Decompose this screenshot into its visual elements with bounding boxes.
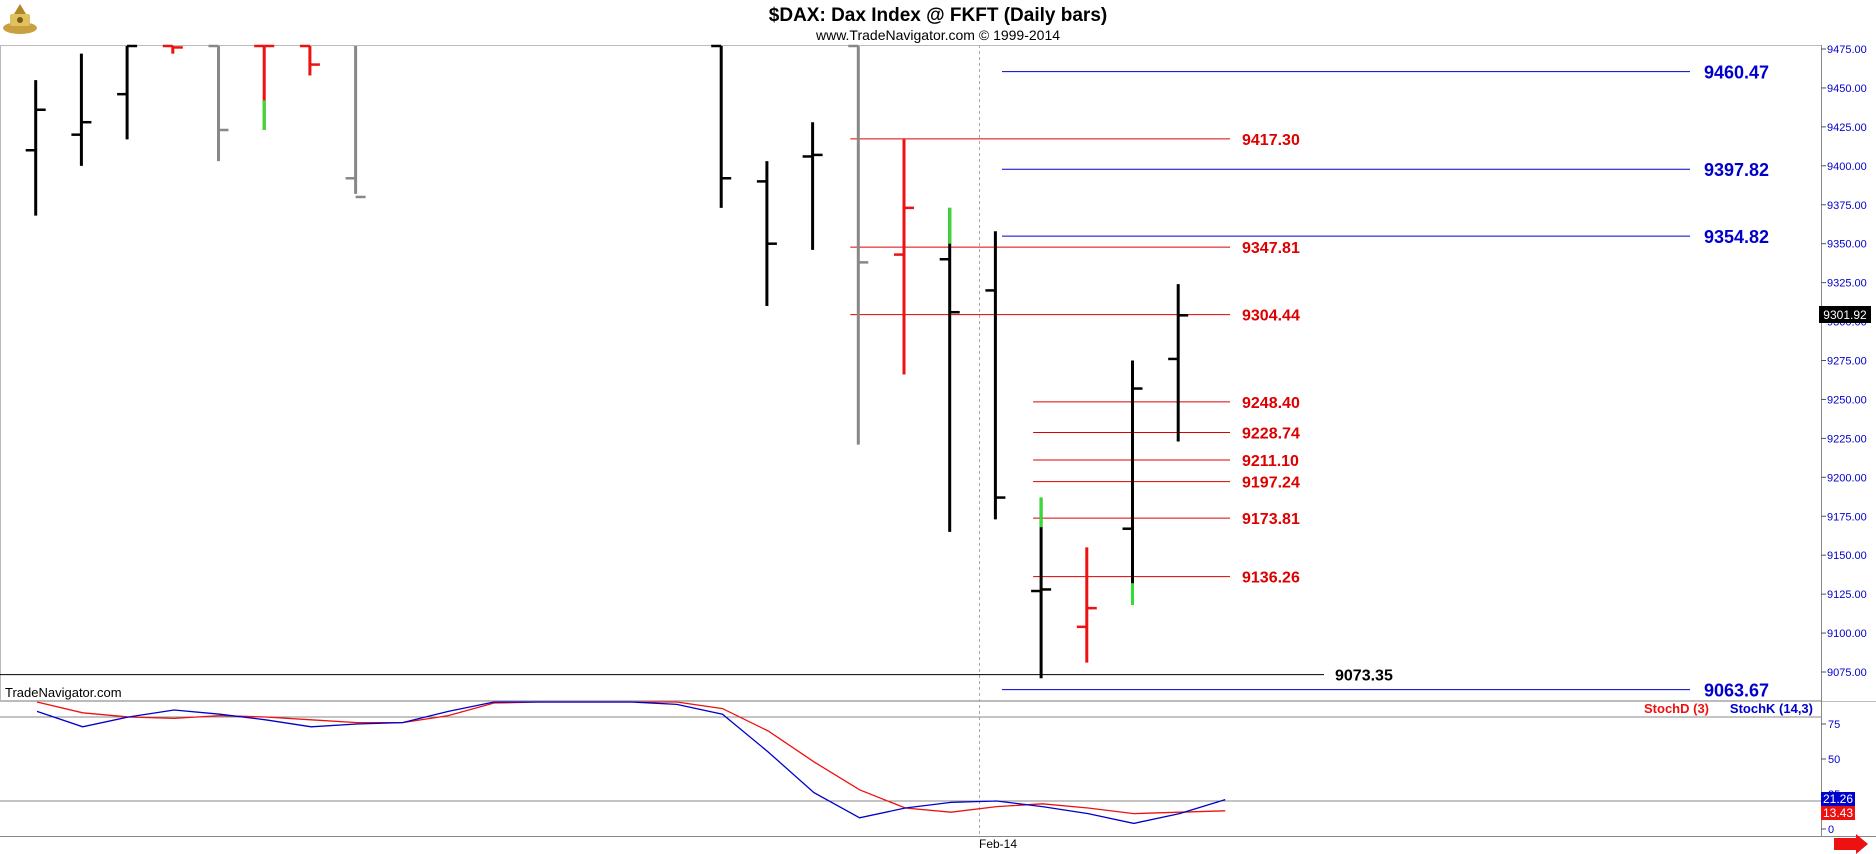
price-tick-label: 9225.00 [1827, 433, 1867, 445]
stochk-last-badge [1821, 792, 1855, 806]
ohlc-bars [25, 44, 1189, 679]
stochk-last-label: 21.26 [1823, 792, 1853, 806]
ohlc-bar [162, 44, 183, 54]
blue-level-label: 9397.82 [1704, 160, 1769, 180]
ohlc-bar [299, 44, 320, 76]
price-tick-label: 9425.00 [1827, 122, 1867, 134]
ohlc-bar [1076, 547, 1097, 663]
ohlc-bar [711, 44, 732, 208]
price-tick-label: 9400.00 [1827, 161, 1867, 173]
ohlc-bar [1031, 497, 1052, 679]
ohlc-bar [1168, 284, 1189, 442]
price-tick-label: 9325.00 [1827, 278, 1867, 290]
price-axis: 9075.00 9100.00 9125.00 9150.00 9175.00 9200.… [1821, 44, 1867, 679]
price-tick-label: 9250.00 [1827, 394, 1867, 406]
ohlc-bar [939, 207, 960, 532]
ohlc-bar [71, 53, 92, 166]
red-level-label: 9304.44 [1242, 308, 1300, 325]
red-level-label: 9347.81 [1242, 240, 1300, 257]
price-tick-label: 9475.00 [1827, 44, 1867, 56]
ohlc-bar [894, 139, 914, 375]
red-level-label: 9228.74 [1242, 426, 1300, 443]
price-levels: 9417.30 9347.81 9304.44 9248.40 9228.74 9211.… [0, 63, 1769, 701]
black-level-label: 9073.35 [1335, 668, 1393, 685]
price-tick-label: 9350.00 [1827, 239, 1867, 251]
scroll-right-arrow-icon[interactable] [1834, 834, 1868, 854]
ohlc-bar [756, 161, 777, 306]
ohlc-bar [25, 80, 46, 216]
stochastic-lines [36, 701, 1226, 825]
stochk-legend: StochK (14,3) [1730, 701, 1813, 716]
ohlc-bar [345, 46, 366, 199]
stochd-last-badge [1821, 806, 1855, 820]
blue-level-label: 9063.67 [1704, 681, 1769, 701]
price-tick-label: 9075.00 [1827, 667, 1867, 679]
red-level-label: 9417.30 [1242, 132, 1300, 149]
stochd-last-label: 13.43 [1823, 806, 1853, 820]
blue-level-label: 9460.47 [1704, 63, 1769, 83]
stochd-legend: StochD (3) [1644, 701, 1709, 716]
ohlc-bar [117, 44, 138, 140]
red-level-label: 9211.10 [1242, 453, 1299, 470]
ohlc-bar [208, 44, 229, 162]
red-level-label: 9197.24 [1242, 475, 1300, 492]
ohlc-bar [848, 44, 869, 445]
chart-title: $DAX: Dax Index @ FKFT (Daily bars) [769, 5, 1107, 26]
ohlc-bar [254, 44, 275, 130]
price-tick-label: 9375.00 [1827, 200, 1867, 212]
ohlc-bar [985, 231, 1006, 520]
x-axis-date-label: Feb-14 [979, 837, 1017, 851]
price-tick-label: 9450.00 [1827, 83, 1867, 95]
price-tick-label: 9200.00 [1827, 472, 1867, 484]
watermark-text: TradeNavigator.com [5, 685, 122, 700]
chart-subtitle: www.TradeNavigator.com © 1999-2014 [815, 27, 1060, 43]
trade-navigator-logo-icon [3, 4, 37, 34]
blue-level-label: 9354.82 [1704, 227, 1769, 247]
red-level-label: 9173.81 [1242, 511, 1300, 528]
stoch-tick-label: 50 [1828, 754, 1840, 766]
price-tick-label: 9275.00 [1827, 356, 1867, 368]
price-tick-label: 9125.00 [1827, 589, 1867, 601]
ohlc-bar [1122, 360, 1143, 606]
last-price-badge [1819, 306, 1871, 323]
stoch-tick-label: 0 [1828, 824, 1834, 836]
price-tick-label: 9100.00 [1827, 628, 1867, 640]
stoch-tick-label: 75 [1828, 719, 1840, 731]
stoch-series-line [36, 701, 1226, 825]
price-tick-label: 9150.00 [1827, 550, 1867, 562]
red-level-label: 9248.40 [1242, 395, 1300, 412]
ohlc-bar [802, 122, 823, 250]
price-tick-label: 9175.00 [1827, 511, 1867, 523]
last-price-label: 9301.92 [1823, 308, 1867, 322]
red-level-label: 9136.26 [1242, 570, 1300, 587]
